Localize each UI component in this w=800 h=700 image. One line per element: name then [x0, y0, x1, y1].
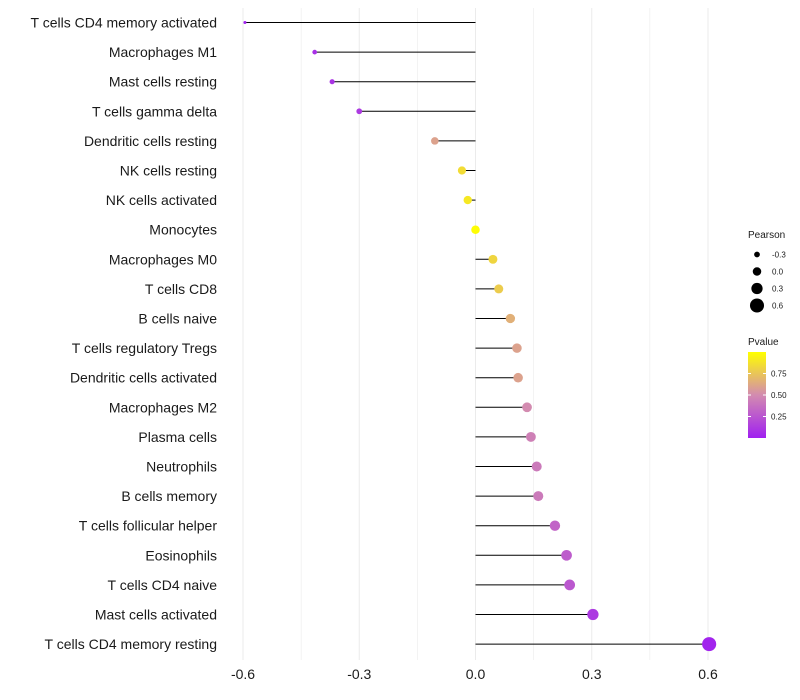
- data-point: [329, 79, 335, 85]
- data-point: [312, 49, 318, 55]
- data-point: [549, 520, 561, 531]
- size-legend-dot: [752, 267, 762, 276]
- data-point: [457, 166, 467, 175]
- category-label: Eosinophils: [145, 547, 217, 563]
- size-legend: Pearson -0.3 0.0 0.3 0.6: [748, 230, 786, 313]
- category-label: T cells regulatory Tregs: [72, 340, 217, 356]
- data-point: [494, 284, 504, 294]
- data-point: [587, 608, 599, 621]
- color-legend-label: 0.75: [771, 370, 787, 379]
- category-label: Dendritic cells activated: [70, 370, 217, 386]
- category-label: Dendritic cells resting: [84, 133, 217, 149]
- category-label: Mast cells resting: [109, 74, 217, 90]
- category-label: Macrophages M1: [109, 44, 217, 60]
- color-legend-title: Pvalue: [748, 337, 779, 348]
- data-point: [488, 254, 498, 264]
- size-legend-label: -0.3: [772, 251, 786, 260]
- category-label: NK cells activated: [106, 192, 217, 208]
- data-point: [431, 137, 439, 145]
- size-legend-label: 0.6: [772, 302, 784, 311]
- data-point: [564, 579, 576, 591]
- category-label: Plasma cells: [138, 429, 217, 445]
- category-label: T cells CD4 naive: [108, 577, 218, 593]
- category-label: T cells CD4 memory resting: [45, 636, 217, 652]
- x-tick-label: 0.6: [698, 666, 718, 682]
- category-label: B cells naive: [138, 311, 217, 327]
- size-legend-title: Pearson: [748, 230, 785, 241]
- color-legend-label: 0.50: [771, 391, 787, 400]
- x-tick-label: 0.0: [466, 666, 486, 682]
- data-point: [505, 313, 516, 324]
- data-point: [471, 225, 480, 234]
- data-point: [243, 20, 247, 25]
- size-legend-label: 0.3: [772, 285, 784, 294]
- size-legend-items: -0.3 0.0 0.3 0.6: [749, 251, 786, 313]
- x-tick-label: 0.3: [582, 666, 602, 682]
- data-point: [561, 549, 572, 561]
- color-legend: Pvalue 0.25 0.50 0.75: [748, 337, 787, 438]
- data-point: [533, 491, 544, 502]
- category-label: Macrophages M0: [109, 251, 217, 267]
- x-tick-label: -0.3: [347, 666, 371, 682]
- x-tick-label: -0.6: [231, 666, 255, 682]
- category-label: Monocytes: [149, 222, 217, 238]
- category-labels: T cells CD4 memory activated Macrophages …: [31, 15, 218, 653]
- size-legend-label: 0.0: [772, 268, 784, 277]
- data-point: [513, 372, 523, 383]
- color-legend-bar: [748, 352, 766, 438]
- grid-lines: [242, 8, 709, 660]
- category-label: T cells CD8: [145, 281, 217, 297]
- category-label: Macrophages M2: [109, 399, 217, 415]
- size-legend-dot: [754, 251, 760, 258]
- data-point: [525, 431, 536, 442]
- category-label: T cells CD4 memory activated: [31, 15, 217, 31]
- category-label: NK cells resting: [120, 163, 217, 179]
- category-label: T cells follicular helper: [79, 518, 218, 534]
- category-label: Mast cells activated: [95, 607, 217, 623]
- color-legend-label: 0.25: [771, 413, 787, 422]
- data-point: [522, 402, 532, 413]
- data-point: [702, 637, 717, 652]
- x-tick-labels: -0.6 -0.3 0.0 0.3 0.6: [231, 666, 718, 682]
- data-point: [531, 461, 542, 472]
- data-point: [512, 343, 522, 353]
- lollipop-stems: [244, 22, 710, 645]
- size-legend-dot: [749, 298, 765, 313]
- data-point: [463, 195, 472, 205]
- data-point: [356, 108, 363, 115]
- category-label: B cells memory: [121, 488, 217, 504]
- category-label: T cells gamma delta: [92, 103, 217, 119]
- color-legend-ticks: 0.25 0.50 0.75: [748, 370, 787, 422]
- category-label: Neutrophils: [146, 459, 217, 475]
- size-legend-dot: [751, 282, 763, 295]
- lollipop-points: [243, 20, 717, 652]
